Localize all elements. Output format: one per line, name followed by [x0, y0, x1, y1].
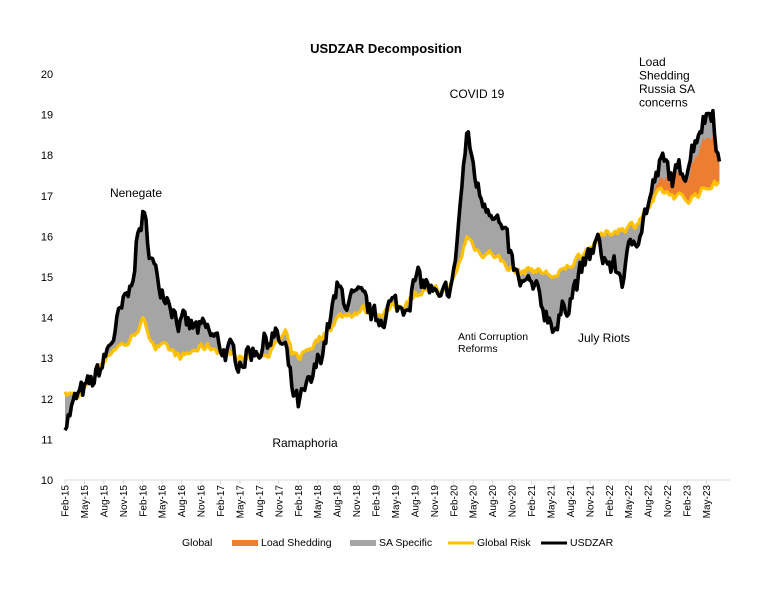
x-tick-label: Nov-20 — [508, 485, 519, 518]
y-tick-label: 14 — [41, 313, 53, 325]
annotation-label: COVID 19 — [450, 87, 505, 101]
legend-item-sa-specific: SA Specific — [350, 537, 432, 549]
x-tick-label: May-19 — [391, 485, 402, 519]
legend-item-usdzar: USDZAR — [541, 537, 614, 549]
x-tick-label: Feb-16 — [138, 485, 149, 517]
y-tick-label: 12 — [41, 394, 53, 406]
x-tick-label: Aug-22 — [644, 485, 655, 518]
y-tick-label: 18 — [41, 150, 53, 162]
x-tick-label: Nov-15 — [119, 485, 130, 518]
x-tick-label: Nov-18 — [352, 485, 363, 518]
x-tick-label: Feb-17 — [216, 485, 227, 517]
legend-item-load-shedding: Load Shedding — [232, 537, 332, 549]
legend-label: Global Risk — [477, 537, 531, 549]
legend-item-global-risk: Global Risk — [448, 537, 531, 549]
x-tick-label: Feb-15 — [61, 485, 72, 517]
line-layer — [63, 108, 722, 432]
chart-title: USDZAR Decomposition — [310, 41, 462, 56]
x-tick-label: May-23 — [702, 485, 713, 519]
y-tick-label: 15 — [41, 272, 53, 284]
x-tick-label: Feb-21 — [527, 485, 538, 517]
legend-label: Global — [182, 537, 212, 549]
global-risk-line — [63, 179, 720, 399]
annotation-label: Anti Corruption Reforms — [458, 331, 528, 355]
y-tick-label: 20 — [41, 69, 53, 81]
x-tick-label: Feb-19 — [372, 485, 383, 517]
y-tick-label: 13 — [41, 353, 53, 365]
x-tick-label: Nov-19 — [430, 485, 441, 518]
annotation-label: July Riots — [578, 331, 630, 345]
x-tick-label: Aug-15 — [99, 485, 110, 518]
annotation-label: Ramaphoria — [272, 436, 338, 450]
x-tick-label: Aug-16 — [177, 485, 188, 518]
x-tick-label: Feb-20 — [449, 485, 460, 517]
y-axis: 10 11 12 13 14 15 16 17 18 19 20 — [41, 69, 53, 487]
x-tick-label: May-17 — [235, 485, 246, 519]
x-tick-label: Aug-21 — [566, 485, 577, 518]
x-tick-label: Aug-18 — [333, 485, 344, 518]
y-tick-label: 19 — [41, 110, 53, 122]
x-tick-label: Nov-16 — [197, 485, 208, 518]
x-tick-label: May-16 — [158, 485, 169, 519]
x-tick-label: May-18 — [313, 485, 324, 519]
y-tick-label: 11 — [41, 434, 52, 446]
x-tick-label: Feb-18 — [294, 485, 305, 517]
x-tick-label: Nov-17 — [274, 485, 285, 518]
x-tick-label: May-20 — [469, 485, 480, 519]
load-shedding-area — [649, 133, 720, 207]
x-tick-label: Aug-19 — [410, 485, 421, 518]
x-tick-label: Aug-17 — [255, 485, 266, 518]
legend-label: SA Specific — [379, 537, 432, 549]
x-tick-label: May-21 — [546, 485, 557, 519]
usdzar-line — [63, 108, 722, 432]
annotation-label: Nenegate — [110, 186, 162, 200]
annotations: Nenegate Ramaphoria COVID 19 Anti Corruptio… — [110, 55, 695, 450]
x-tick-label: Aug-20 — [488, 485, 499, 518]
x-tick-label: May-15 — [80, 485, 91, 519]
x-tick-label: Nov-21 — [585, 485, 596, 518]
x-tick-label: Nov-22 — [663, 485, 674, 518]
legend: Global Load Shedding SA Specific Global Ris… — [182, 537, 614, 549]
x-tick-label: Feb-23 — [683, 485, 694, 517]
legend-swatch — [232, 540, 258, 546]
annotation-label: Load Shedding Russia SA concerns — [639, 55, 695, 110]
sa-specific-area — [65, 110, 720, 431]
legend-label: Load Shedding — [261, 537, 332, 549]
legend-swatch — [350, 540, 376, 546]
x-axis: Feb-15 May-15 Aug-15 Nov-15 Feb-16 May-16 Aug-… — [61, 479, 730, 519]
legend-label: USDZAR — [570, 537, 614, 549]
x-tick-label: Feb-22 — [605, 485, 616, 517]
y-tick-label: 16 — [41, 231, 53, 243]
x-tick-label: May-22 — [624, 485, 635, 519]
legend-item-global: Global — [182, 537, 212, 549]
area-layer — [65, 110, 720, 431]
y-tick-label: 10 — [41, 475, 53, 487]
y-tick-label: 17 — [41, 191, 53, 203]
